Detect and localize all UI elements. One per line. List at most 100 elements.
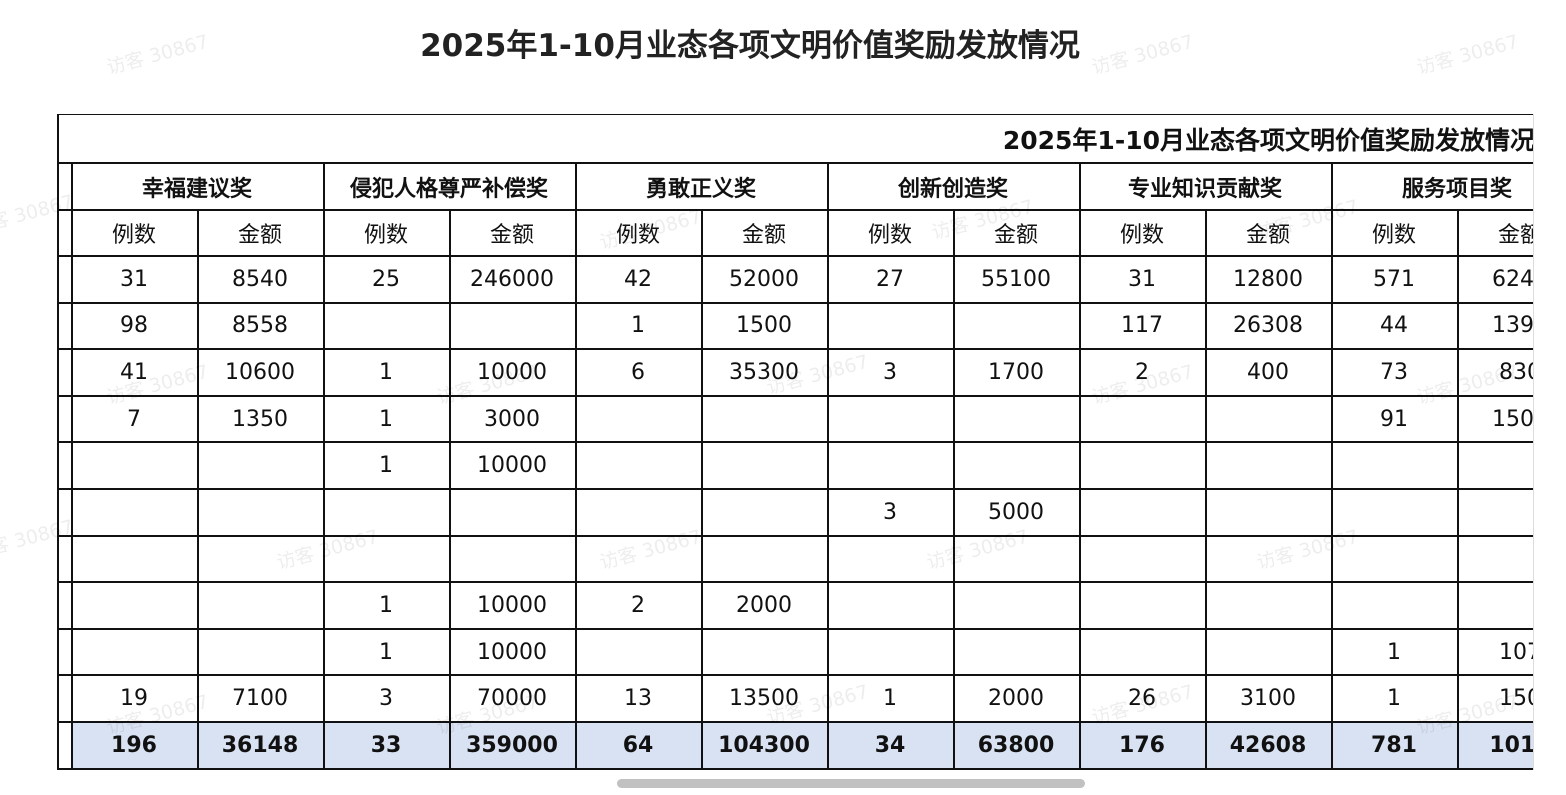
cell: 1396 bbox=[1492, 313, 1534, 339]
cell: 1350 bbox=[232, 406, 288, 432]
row-line bbox=[57, 721, 1533, 723]
cell: 1 bbox=[379, 406, 393, 432]
total-cell: 104300 bbox=[718, 732, 810, 758]
table-title: 2025年1-10月业态各项文明价值奖励发放情况 bbox=[1002, 125, 1534, 155]
total-cell: 36148 bbox=[221, 732, 299, 758]
cell: 31 bbox=[120, 266, 148, 292]
cell: 3000 bbox=[484, 406, 540, 432]
cell: 7 bbox=[127, 406, 141, 432]
cell: 3 bbox=[883, 359, 897, 385]
cell: 3100 bbox=[1240, 686, 1296, 712]
col-line bbox=[701, 210, 703, 769]
cell: 1500 bbox=[736, 313, 792, 339]
cell: 5000 bbox=[988, 499, 1044, 525]
sub-header: 金额 bbox=[1245, 223, 1290, 248]
row-line bbox=[57, 767, 1533, 770]
col-line bbox=[57, 114, 59, 769]
col-line bbox=[197, 210, 199, 769]
cell: 44 bbox=[1380, 313, 1408, 339]
cell: 6246 bbox=[1492, 266, 1534, 292]
group-header: 幸福建议奖 bbox=[141, 176, 252, 202]
group-header: 侵犯人格尊严补偿奖 bbox=[349, 176, 548, 202]
cell: 10600 bbox=[225, 359, 295, 385]
cell: 1 bbox=[379, 453, 393, 479]
total-cell: 1013 bbox=[1489, 732, 1534, 758]
total-cell: 34 bbox=[874, 732, 906, 758]
col-line bbox=[953, 210, 955, 769]
cell: 3 bbox=[379, 686, 393, 712]
cell: 1 bbox=[1387, 686, 1401, 712]
table: 2025年1-10月业态各项文明价值奖励发放情况幸福建议奖例数 金额 侵犯人格尊严补… bbox=[57, 114, 1534, 770]
cell: 91 bbox=[1380, 406, 1408, 432]
cell: 52000 bbox=[729, 266, 799, 292]
cell: 2000 bbox=[988, 686, 1044, 712]
row-line bbox=[57, 441, 1533, 444]
total-cell: 63800 bbox=[977, 732, 1055, 758]
row-line bbox=[57, 674, 1533, 677]
total-cell: 176 bbox=[1119, 732, 1165, 758]
cell: 55100 bbox=[981, 266, 1051, 292]
sub-header: 例数 bbox=[615, 223, 660, 248]
row-line bbox=[57, 255, 1533, 257]
cell: 107 bbox=[1499, 639, 1533, 665]
cell: 1 bbox=[1387, 639, 1401, 665]
col-line bbox=[827, 163, 829, 769]
cell: 8558 bbox=[232, 313, 288, 339]
col-line bbox=[1079, 163, 1081, 769]
cell: 13500 bbox=[729, 686, 799, 712]
cell: 2 bbox=[1135, 359, 1149, 385]
cell: 26 bbox=[1128, 686, 1156, 712]
cell: 3 bbox=[883, 499, 897, 525]
col-line bbox=[1205, 210, 1207, 769]
cell: 19 bbox=[120, 686, 148, 712]
cell: 41 bbox=[120, 359, 148, 385]
cell: 10000 bbox=[477, 592, 547, 618]
sub-header: 例数 bbox=[1119, 223, 1164, 248]
cell: 70000 bbox=[477, 686, 547, 712]
cell: 2000 bbox=[736, 592, 792, 618]
cell: 117 bbox=[1121, 313, 1163, 339]
cell: 1 bbox=[379, 639, 393, 665]
page-title: 2025年1-10月业态各项文明价值奖励发放情况 bbox=[420, 28, 1080, 64]
sub-header: 例数 bbox=[363, 223, 408, 248]
total-cell: 196 bbox=[111, 732, 157, 758]
cell: 12800 bbox=[1233, 266, 1303, 292]
cell: 26308 bbox=[1233, 313, 1303, 339]
total-row-bg bbox=[71, 722, 1533, 769]
cell: 10000 bbox=[477, 639, 547, 665]
sub-header: 例数 bbox=[111, 223, 156, 248]
col-line bbox=[1331, 163, 1333, 769]
total-cell: 781 bbox=[1371, 732, 1417, 758]
cell: 42 bbox=[624, 266, 652, 292]
cell: 25 bbox=[372, 266, 400, 292]
row-line bbox=[57, 534, 1533, 537]
cell: 7100 bbox=[232, 686, 288, 712]
row-line bbox=[57, 394, 1533, 397]
row-line bbox=[57, 209, 1533, 211]
group-header: 创新创造奖 bbox=[897, 176, 1008, 202]
row-line bbox=[57, 627, 1533, 630]
cell: 73 bbox=[1380, 359, 1408, 385]
row-line bbox=[57, 162, 1533, 164]
sub-header: 金额 bbox=[741, 223, 786, 248]
row-line bbox=[57, 114, 1533, 115]
cell: 13 bbox=[624, 686, 652, 712]
scrollbar[interactable] bbox=[617, 779, 1085, 788]
total-cell: 42608 bbox=[1229, 732, 1307, 758]
total-cell: 64 bbox=[622, 732, 654, 758]
cell: 400 bbox=[1247, 359, 1289, 385]
cell: 1 bbox=[379, 359, 393, 385]
row-line bbox=[57, 348, 1533, 351]
cell: 8540 bbox=[232, 266, 288, 292]
cell: 6 bbox=[631, 359, 645, 385]
cell: 1 bbox=[379, 592, 393, 618]
row-line bbox=[57, 581, 1533, 584]
cell: 35300 bbox=[729, 359, 799, 385]
col-line bbox=[575, 163, 577, 769]
sub-header: 例数 bbox=[867, 223, 912, 248]
cell: 27 bbox=[876, 266, 904, 292]
cell: 1700 bbox=[988, 359, 1044, 385]
col-line bbox=[71, 163, 73, 769]
cell: 246000 bbox=[470, 266, 554, 292]
